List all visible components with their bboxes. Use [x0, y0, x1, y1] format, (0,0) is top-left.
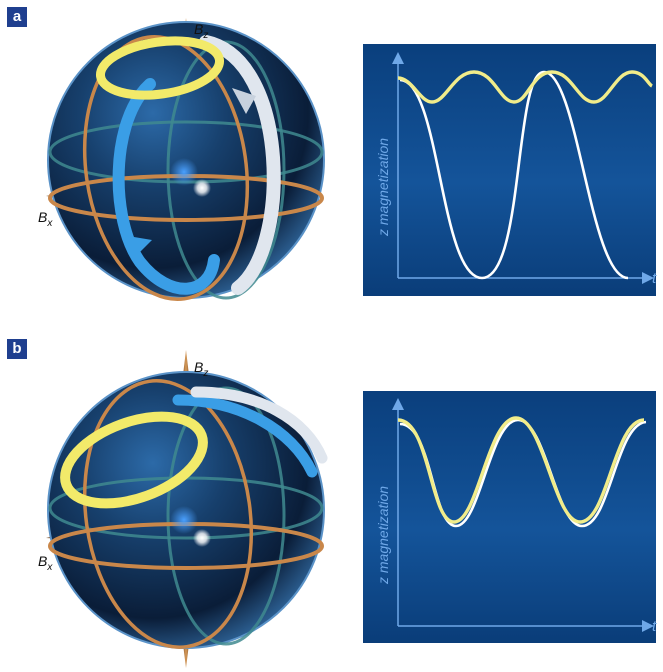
plot-ylabel-b: z magnetization: [375, 486, 391, 585]
white-trace-a: [399, 70, 629, 280]
center-glow-a: [170, 158, 198, 186]
spin-dot-a: [193, 179, 211, 197]
bx-label-a: Bx: [38, 209, 53, 229]
panel-label-b: b: [7, 339, 27, 359]
blue-precession-arrow-a: [112, 78, 220, 295]
white-precession-arrow-b: [190, 386, 328, 464]
copper-ring-vertical-b: [82, 379, 254, 649]
bz-label-a: Bz: [194, 21, 208, 41]
plot-ylabel-a: z magnetization: [375, 138, 391, 237]
white-precession-arrow-a: [199, 35, 281, 295]
bx-label-b: Bx: [38, 553, 53, 573]
bloch-sphere-b: [46, 350, 328, 668]
plot-xlabel-b: t: [652, 618, 657, 635]
yellow-precession-ring-a: [95, 36, 225, 100]
blue-arrow-head-a: [128, 236, 152, 256]
yellow-precession-ring-b: [60, 411, 208, 509]
bloch-sphere-a: [46, 18, 325, 301]
plot-xlabel-a: t: [652, 270, 657, 287]
teal-ring-meridian-a: [166, 40, 286, 300]
plot-background-b: [363, 391, 656, 643]
copper-ring-vertical-a: [82, 35, 250, 301]
center-glow-b: [170, 506, 198, 534]
yellow-trace-b: [397, 416, 645, 524]
yellow-trace-a: [397, 70, 654, 104]
bz-label-b: Bz: [194, 359, 208, 379]
white-arrow-head-a: [232, 88, 256, 114]
panel-label-a: a: [7, 7, 27, 27]
teal-ring-meridian-b: [166, 386, 286, 646]
magnetization-plot-b: z magnetization t: [363, 391, 657, 643]
spin-dot-b: [193, 529, 211, 547]
blue-precession-arrow-b: [172, 394, 318, 478]
magnetization-plot-a: z magnetization t: [363, 44, 657, 296]
